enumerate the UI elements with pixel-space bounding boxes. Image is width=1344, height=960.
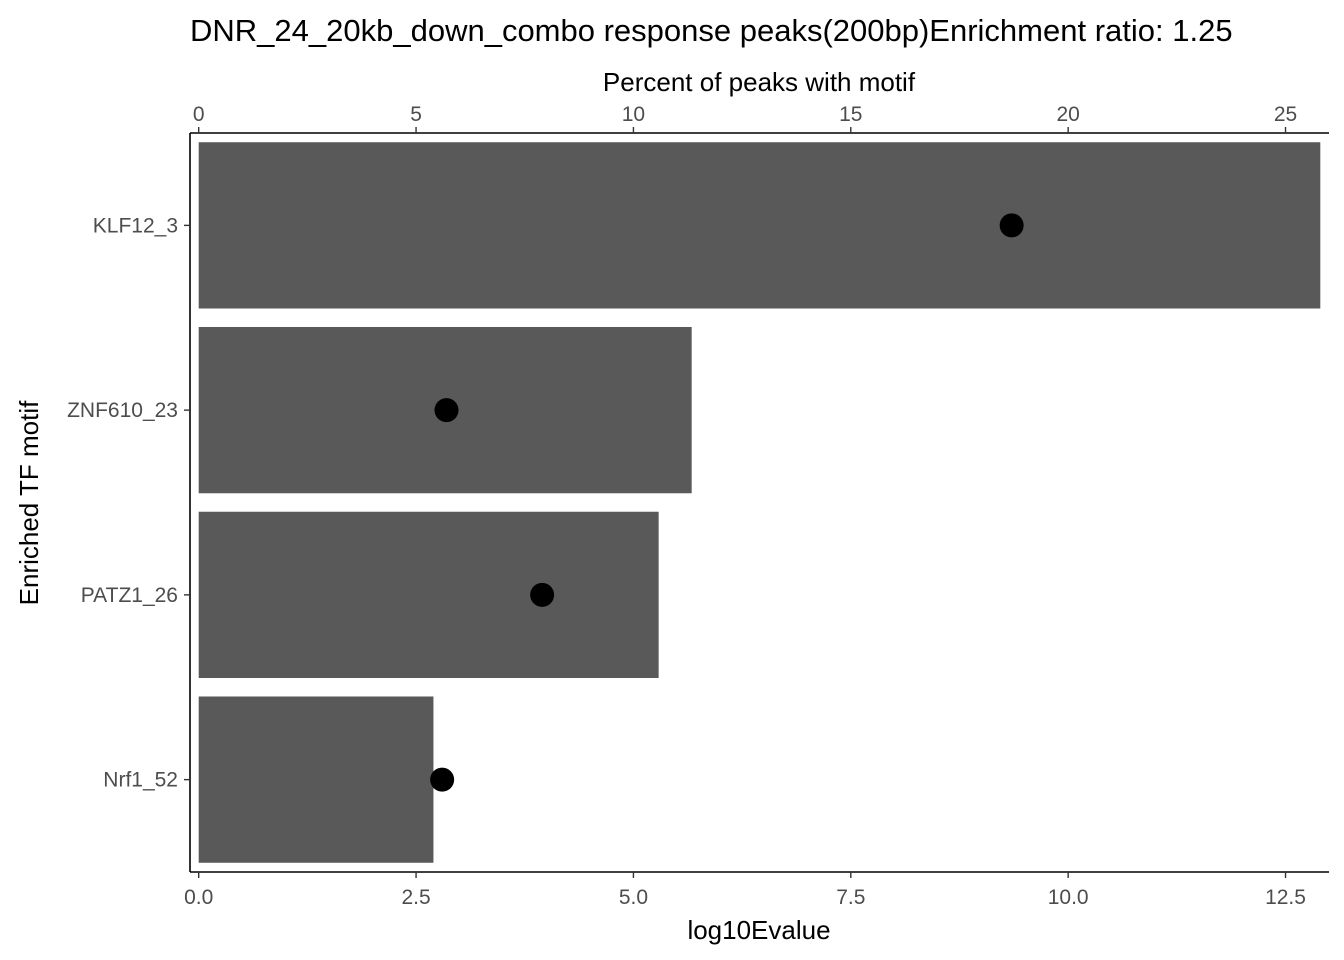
bar-nrf1_52 <box>198 696 434 863</box>
top-axis-tick-label: 0 <box>193 103 205 126</box>
top-axis-tick-label: 10 <box>622 103 645 126</box>
bar-klf12_3 <box>198 142 1321 309</box>
points-layer <box>430 213 1024 792</box>
point-znf610_23 <box>434 398 459 423</box>
bottom-axis-tick-label: 10.0 <box>1048 886 1089 909</box>
bar-patz1_26 <box>198 511 659 679</box>
top-axis-tick-label: 20 <box>1056 103 1079 126</box>
y-axis-tick-label: Nrf1_52 <box>103 769 178 792</box>
axes-layer: 0.0 2.5 5.0 7.5 10.0 12.5 0 5 10 15 20 25 KLF12_3 ZNF… <box>67 103 1329 909</box>
top-axis-title: Percent of peaks with motif <box>603 67 916 97</box>
bottom-axis-tick-label: 0.0 <box>184 886 213 909</box>
top-axis-tick-label: 15 <box>839 103 862 126</box>
top-axis-tick-label: 25 <box>1274 103 1297 126</box>
bottom-axis-tick-label: 5.0 <box>619 886 648 909</box>
bottom-axis-title: log10Evalue <box>687 915 830 945</box>
top-axis-tick-label: 5 <box>410 103 422 126</box>
y-axis-tick-label: KLF12_3 <box>93 214 178 237</box>
chart-title: DNR_24_20kb_down_combo response peaks(20… <box>190 13 1233 48</box>
point-klf12_3 <box>999 213 1024 238</box>
bottom-axis-tick-label: 7.5 <box>836 886 865 909</box>
y-axis-tick-label: ZNF610_23 <box>67 399 178 422</box>
y-axis-tick-label: PATZ1_26 <box>81 584 178 607</box>
point-patz1_26 <box>530 582 555 607</box>
bottom-axis-tick-label: 12.5 <box>1265 886 1306 909</box>
y-axis-title: Enriched TF motif <box>14 400 44 605</box>
point-nrf1_52 <box>430 767 455 792</box>
bottom-axis-tick-label: 2.5 <box>401 886 430 909</box>
bars-layer <box>198 142 1321 863</box>
